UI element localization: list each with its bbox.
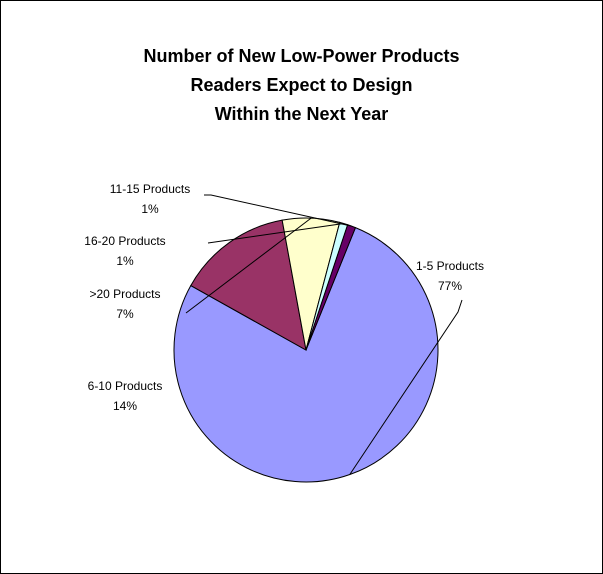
- slice-category-label: >20 Products: [89, 287, 160, 301]
- slice-percent-label: 14%: [113, 399, 137, 413]
- slice-category-label: 16-20 Products: [84, 234, 165, 248]
- slice-category-label: 11-15 Products: [110, 182, 191, 196]
- slice-label: 11-15 Products 1%: [110, 182, 191, 216]
- leader-line: [207, 223, 344, 244]
- slice-category-label: 1-5 Products: [416, 259, 484, 273]
- slice-label: >20 Products 7%: [89, 287, 160, 321]
- slice-percent-label: 77%: [438, 279, 462, 293]
- pie-slice: [190, 219, 307, 351]
- slice-label: 1-5 Products 77%: [416, 259, 484, 293]
- slice-category-label: 6-10 Products: [88, 379, 163, 393]
- slice-percent-label: 7%: [116, 307, 134, 321]
- chart-title-line-1: Number of New Low-Power Products: [143, 46, 460, 66]
- leader-line: [349, 299, 463, 475]
- leader-line: [204, 194, 352, 227]
- slice-label: 6-10 Products 14%: [88, 379, 163, 413]
- slice-percent-label: 1%: [141, 202, 159, 216]
- slice-label: 16-20 Products 1%: [84, 234, 165, 268]
- chart-title: Number of New Low-Power Products Readers…: [0, 42, 603, 129]
- chart-title-line-2: Readers Expect to Design: [190, 75, 413, 95]
- chart-title-line-3: Within the Next Year: [214, 104, 389, 124]
- leader-line: [185, 217, 312, 314]
- slice-percent-label: 1%: [116, 254, 134, 268]
